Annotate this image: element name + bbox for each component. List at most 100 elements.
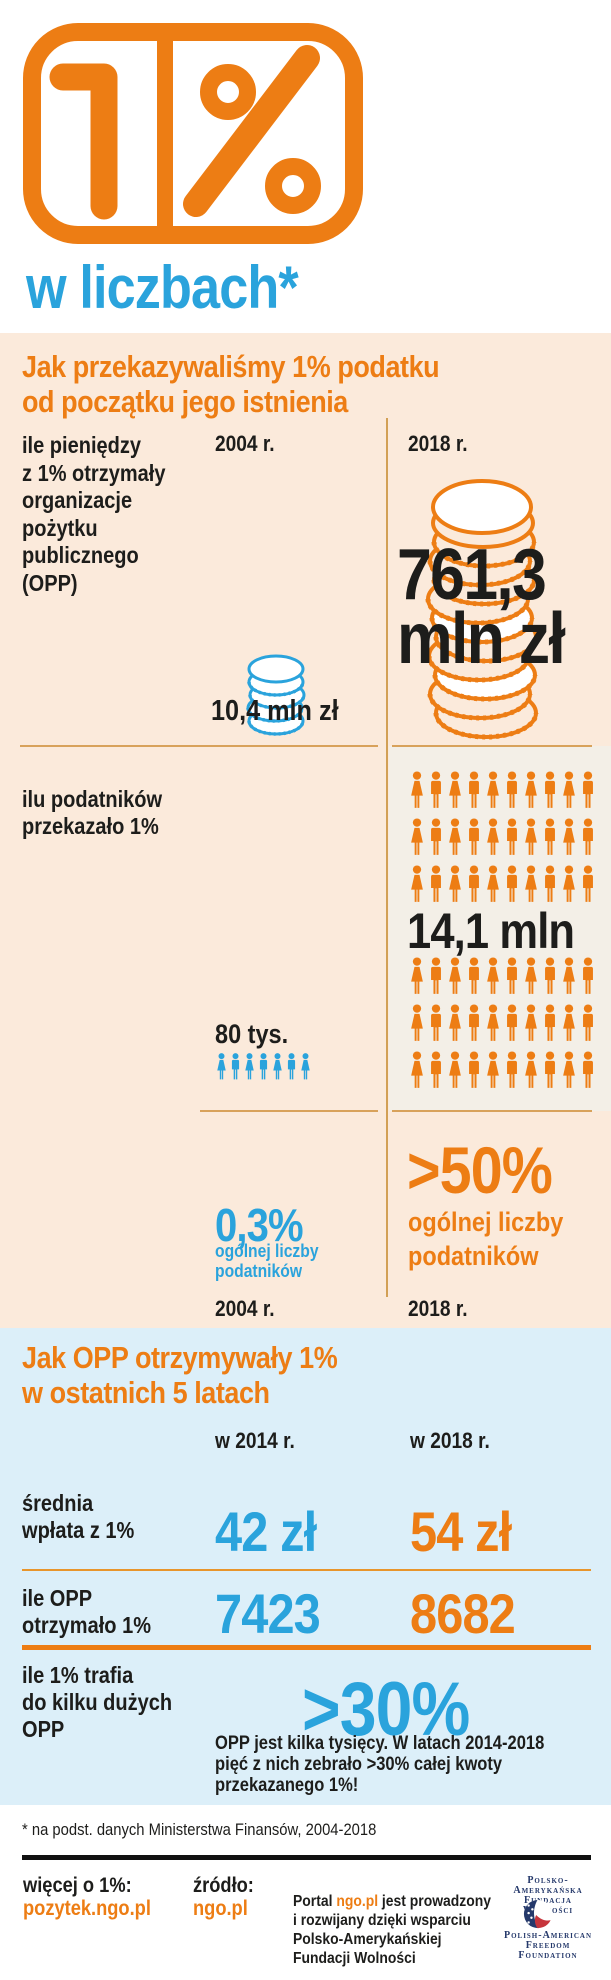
- woman-icon: [411, 1051, 423, 1088]
- woman-icon: [411, 771, 423, 808]
- man-icon: [287, 1053, 296, 1080]
- woman-icon: [525, 771, 537, 808]
- money-2004-value: 10,4 mln zł: [211, 695, 339, 727]
- avg-row-label: średnia wpłata z 1%: [22, 1490, 135, 1543]
- people-grid-row-2004: [215, 1052, 312, 1081]
- woman-icon: [301, 1053, 310, 1080]
- pafw-name-en: Polish-American Freedom Foundation: [503, 1930, 593, 1961]
- woman-icon: [245, 1053, 254, 1080]
- row-divider: [20, 745, 378, 747]
- woman-icon: [217, 1053, 226, 1080]
- section1-col-2018: 2018 r.: [408, 431, 468, 456]
- man-icon: [545, 1051, 555, 1088]
- woman-icon: [563, 1051, 575, 1088]
- people-2018-panel: [389, 746, 611, 1111]
- coin-stack-small-icon: [246, 654, 306, 736]
- credit-text: Portal ngo.pl jest prowadzony i rozwijan…: [293, 1873, 493, 1980]
- woman-icon: [411, 1004, 423, 1041]
- woman-icon: [487, 1004, 499, 1041]
- row-divider: [392, 1110, 592, 1112]
- woman-icon: [525, 1051, 537, 1088]
- man-icon: [431, 957, 441, 994]
- man-icon: [507, 771, 517, 808]
- one-percent-logo-icon: [23, 23, 363, 244]
- man-icon: [469, 1004, 479, 1041]
- woman-icon: [525, 957, 537, 994]
- more-link[interactable]: pozytek.ngo.pl: [23, 1897, 151, 1920]
- man-icon: [583, 865, 593, 902]
- page-title: w liczbach*: [26, 254, 299, 321]
- row-divider: [22, 1569, 591, 1571]
- section1-heading: Jak przekazywaliśmy 1% podatku od począt…: [22, 349, 440, 419]
- woman-icon: [487, 771, 499, 808]
- people-grid-row: [408, 1050, 597, 1090]
- woman-icon: [449, 865, 461, 902]
- man-icon: [469, 1051, 479, 1088]
- woman-icon: [411, 957, 423, 994]
- share-2018-value: >50%: [407, 1133, 553, 1207]
- coin-stack-large-icon: [425, 479, 539, 740]
- man-icon: [431, 1051, 441, 1088]
- avg-2018-value: 54 zł: [410, 1500, 512, 1563]
- man-icon: [583, 1051, 593, 1088]
- woman-icon: [273, 1053, 282, 1080]
- count-2014-value: 7423: [215, 1582, 321, 1645]
- woman-icon: [449, 771, 461, 808]
- woman-icon: [563, 1004, 575, 1041]
- man-icon: [431, 818, 441, 855]
- woman-icon: [525, 818, 537, 855]
- woman-icon: [563, 957, 575, 994]
- man-icon: [583, 818, 593, 855]
- footer-divider: [22, 1855, 591, 1860]
- row-divider-thick: [22, 1645, 591, 1650]
- woman-icon: [525, 865, 537, 902]
- people-row-label: ilu podatników przekazało 1%: [22, 786, 163, 839]
- more-label: więcej o 1%:: [23, 1874, 132, 1897]
- man-icon: [507, 1051, 517, 1088]
- row-divider: [200, 1110, 378, 1112]
- source-link[interactable]: ngo.pl: [193, 1897, 248, 1920]
- man-icon: [431, 771, 441, 808]
- share-2004-year: 2004 r.: [215, 1296, 275, 1321]
- pafw-emblem-icon: [523, 1899, 553, 1929]
- woman-icon: [563, 818, 575, 855]
- woman-icon: [487, 865, 499, 902]
- section2-col-2018: w 2018 r.: [410, 1428, 490, 1453]
- woman-icon: [449, 1051, 461, 1088]
- section2-col-2014: w 2014 r.: [215, 1428, 295, 1453]
- source-label: źródło:: [193, 1874, 254, 1897]
- share-2004-caption: ogólnej liczby podatników: [215, 1241, 319, 1281]
- woman-icon: [563, 771, 575, 808]
- woman-icon: [563, 865, 575, 902]
- man-icon: [583, 957, 593, 994]
- man-icon: [545, 818, 555, 855]
- man-icon: [469, 771, 479, 808]
- footnote: * na podst. danych Ministerstwa Finansów…: [22, 1820, 377, 1839]
- man-icon: [231, 1053, 240, 1080]
- credit-ngo-link[interactable]: ngo.pl: [336, 1893, 379, 1910]
- section2-heading: Jak OPP otrzymywały 1% w ostatnich 5 lat…: [22, 1340, 338, 1410]
- people-grid-row: [408, 864, 597, 904]
- man-icon: [469, 865, 479, 902]
- big-share-row-label: ile 1% trafia do kilku dużych OPP: [22, 1662, 173, 1742]
- woman-icon: [411, 865, 423, 902]
- share-2018-year: 2018 r.: [408, 1296, 468, 1321]
- people-grid-row: [408, 770, 597, 810]
- big-share-note: OPP jest kilka tysięcy. W latach 2014-20…: [215, 1733, 545, 1796]
- credit-rest: i rozwijany dzięki wsparciu Polsko-Amery…: [293, 1912, 471, 1967]
- man-icon: [507, 818, 517, 855]
- man-icon: [431, 1004, 441, 1041]
- people-grid-row: [408, 956, 597, 996]
- man-icon: [431, 865, 441, 902]
- woman-icon: [487, 818, 499, 855]
- money-row-label: ile pieniędzy z 1% otrzymały organizacje…: [22, 432, 166, 596]
- man-icon: [545, 957, 555, 994]
- section2-background: [0, 1328, 611, 1805]
- man-icon: [583, 771, 593, 808]
- man-icon: [507, 1004, 517, 1041]
- section1-col-2004: 2004 r.: [215, 431, 275, 456]
- woman-icon: [487, 1051, 499, 1088]
- count-row-label: ile OPP otrzymało 1%: [22, 1585, 151, 1638]
- man-icon: [545, 1004, 555, 1041]
